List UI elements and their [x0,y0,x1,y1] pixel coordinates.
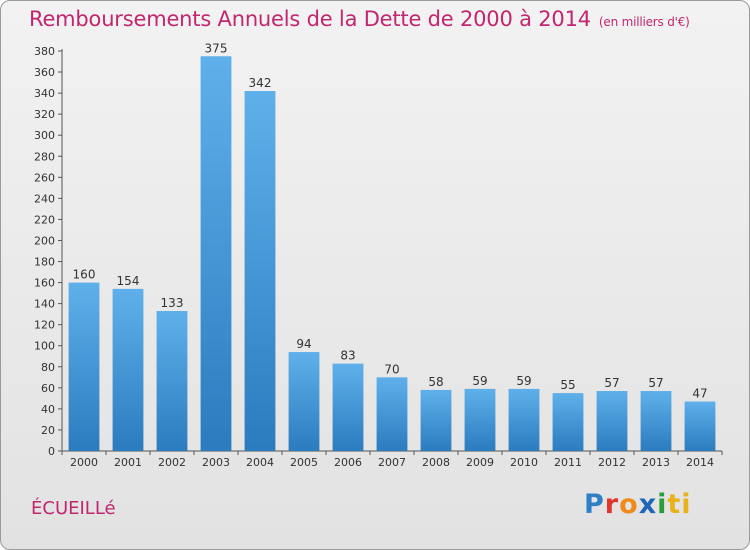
x-tick-label: 2002 [158,456,186,469]
x-tick-label: 2012 [598,456,626,469]
y-tick-label: 0 [48,445,55,458]
logo-letter: o [619,489,639,520]
x-tick-label: 2001 [114,456,142,469]
chart-title-text: Remboursements Annuels de la Dette de 20… [29,7,591,31]
bar [288,352,320,451]
data-label: 55 [560,378,575,392]
y-tick-label: 160 [34,277,55,290]
bars-group: 160 154 133 375 342 94 83 70 58 59 59 55 57 57 47 [68,41,716,452]
y-tick-label: 140 [34,298,55,311]
y-axis: 0 20 40 60 80 100 120 140 160 180 200 220 240 260 280 3… [34,45,63,458]
y-tick-label: 80 [41,361,55,374]
bar [684,401,716,451]
data-label: 59 [472,374,487,388]
y-tick-label: 180 [34,256,55,269]
data-label: 58 [428,375,443,389]
data-label: 375 [205,41,228,55]
bar [508,388,540,451]
data-label: 83 [340,349,355,363]
logo-letter: r [604,489,620,520]
x-tick-label: 2013 [642,456,670,469]
bar [200,56,232,452]
y-tick-label: 340 [34,87,55,100]
y-tick-label: 260 [34,171,55,184]
y-tick-label: 60 [41,382,55,395]
x-tick-label: 2009 [466,456,494,469]
y-tick-label: 320 [34,108,55,121]
bar [68,282,100,451]
bar [464,388,496,451]
x-tick-label: 2011 [554,456,582,469]
data-label: 94 [296,337,311,351]
y-tick-label: 20 [41,424,55,437]
bar [552,393,584,451]
bar [156,311,188,451]
chart-title: Remboursements Annuels de la Dette de 20… [29,7,690,31]
chart-unit: (en milliers d'€) [598,15,690,29]
bar [640,391,672,451]
y-tick-label: 40 [41,403,55,416]
bar [376,377,408,451]
x-tick-label: 2005 [290,456,318,469]
data-label: 57 [604,376,619,390]
y-tick-label: 220 [34,213,55,226]
y-tick-label: 240 [34,192,55,205]
y-tick-label: 100 [34,340,55,353]
data-label: 57 [648,376,663,390]
y-tick-label: 120 [34,319,55,332]
bar [112,288,144,451]
data-label: 133 [161,296,184,310]
data-label: 47 [692,387,707,401]
logo-letter: P [584,489,605,520]
y-tick-label: 300 [34,129,55,142]
x-tick-label: 2008 [422,456,450,469]
y-tick-label: 200 [34,234,55,247]
data-label: 342 [249,76,272,90]
bar [420,389,452,451]
data-label: 154 [117,274,140,288]
y-tick-label: 380 [34,45,55,58]
bar [244,91,276,451]
x-axis: 2000 2001 2002 2003 2004 2005 2006 2007 2008 2009… [61,450,723,469]
x-tick-label: 2007 [378,456,406,469]
x-tick-label: 2000 [70,456,98,469]
proxiti-logo: Proxiti [584,489,692,520]
bar [596,391,628,451]
bar [332,363,364,451]
y-tick-label: 280 [34,150,55,163]
x-tick-label: 2004 [246,456,274,469]
logo-letter: x [638,489,658,520]
x-tick-label: 2014 [686,456,714,469]
logo-letter: i [681,489,692,520]
y-tick-label: 360 [34,66,55,79]
x-tick-label: 2006 [334,456,362,469]
logo-letter: t [667,489,682,520]
data-label: 70 [384,362,399,376]
data-label: 160 [73,268,96,282]
x-tick-label: 2003 [202,456,230,469]
commune-name: ÉCUEILLé [31,498,116,519]
logo-letter: i [657,489,668,520]
data-label: 59 [516,374,531,388]
x-tick-label: 2010 [510,456,538,469]
